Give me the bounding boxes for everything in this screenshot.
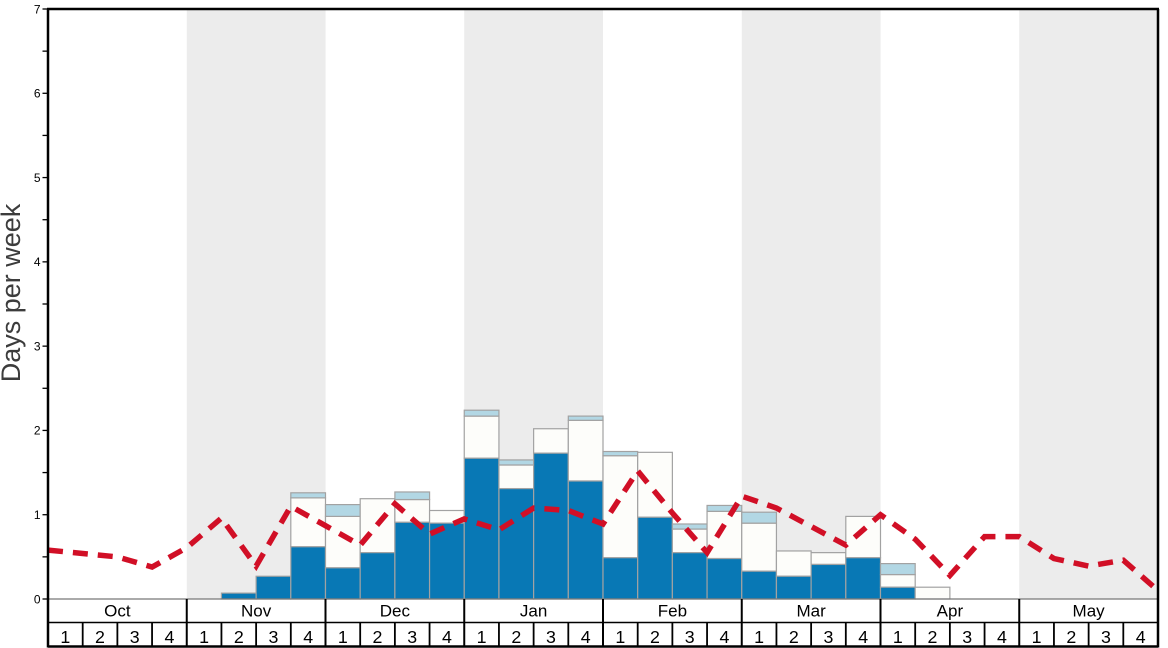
svg-text:Apr: Apr bbox=[937, 602, 964, 621]
svg-text:Jan: Jan bbox=[520, 602, 547, 621]
svg-text:1: 1 bbox=[893, 627, 903, 647]
svg-text:6: 6 bbox=[34, 87, 41, 101]
svg-text:4: 4 bbox=[34, 255, 41, 269]
svg-text:2: 2 bbox=[34, 424, 41, 438]
svg-text:3: 3 bbox=[1101, 627, 1111, 647]
svg-text:Nov: Nov bbox=[241, 602, 272, 621]
svg-text:5: 5 bbox=[34, 171, 41, 185]
svg-text:3: 3 bbox=[130, 627, 140, 647]
svg-text:2: 2 bbox=[95, 627, 105, 647]
svg-text:4: 4 bbox=[581, 627, 591, 647]
svg-text:4: 4 bbox=[858, 627, 868, 647]
svg-text:1: 1 bbox=[754, 627, 764, 647]
svg-text:1: 1 bbox=[615, 627, 625, 647]
svg-text:4: 4 bbox=[442, 627, 452, 647]
svg-text:2: 2 bbox=[373, 627, 383, 647]
svg-text:3: 3 bbox=[824, 627, 834, 647]
svg-text:7: 7 bbox=[34, 2, 41, 16]
svg-text:2: 2 bbox=[511, 627, 521, 647]
svg-text:1: 1 bbox=[477, 627, 487, 647]
svg-text:2: 2 bbox=[789, 627, 799, 647]
svg-text:3: 3 bbox=[269, 627, 279, 647]
svg-text:4: 4 bbox=[997, 627, 1007, 647]
svg-text:Feb: Feb bbox=[658, 602, 687, 621]
svg-text:May: May bbox=[1073, 602, 1106, 621]
svg-text:Oct: Oct bbox=[104, 602, 131, 621]
svg-text:0: 0 bbox=[34, 592, 41, 606]
svg-text:2: 2 bbox=[1066, 627, 1076, 647]
svg-text:Days per week: Days per week bbox=[0, 203, 26, 382]
svg-text:Dec: Dec bbox=[380, 602, 411, 621]
svg-text:1: 1 bbox=[1032, 627, 1042, 647]
svg-text:2: 2 bbox=[234, 627, 244, 647]
svg-text:Mar: Mar bbox=[796, 602, 826, 621]
svg-text:1: 1 bbox=[338, 627, 348, 647]
svg-text:4: 4 bbox=[164, 627, 174, 647]
svg-text:2: 2 bbox=[650, 627, 660, 647]
svg-text:3: 3 bbox=[685, 627, 695, 647]
svg-text:1: 1 bbox=[199, 627, 209, 647]
svg-text:4: 4 bbox=[719, 627, 729, 647]
svg-text:3: 3 bbox=[34, 339, 41, 353]
svg-text:3: 3 bbox=[962, 627, 972, 647]
svg-text:4: 4 bbox=[303, 627, 313, 647]
svg-text:3: 3 bbox=[546, 627, 556, 647]
svg-text:4: 4 bbox=[1136, 627, 1146, 647]
svg-text:2: 2 bbox=[928, 627, 938, 647]
svg-text:1: 1 bbox=[34, 508, 41, 522]
svg-text:1: 1 bbox=[60, 627, 70, 647]
svg-text:3: 3 bbox=[407, 627, 417, 647]
